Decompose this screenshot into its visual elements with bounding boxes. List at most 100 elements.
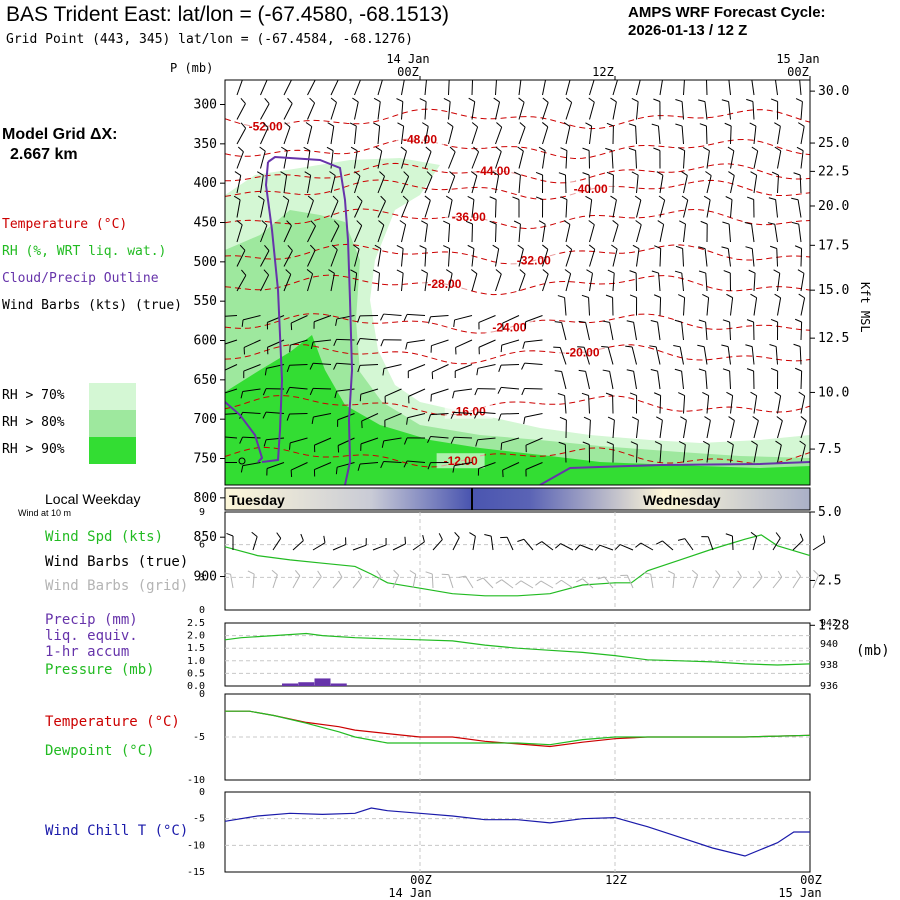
wind-barb: [559, 416, 567, 439]
barb-staff: [377, 80, 383, 96]
barb-staff: [565, 249, 573, 267]
barb-flag: [725, 533, 733, 537]
barb-staff: [495, 126, 503, 145]
barb-staff: [290, 462, 308, 471]
wind-barb: [565, 244, 573, 267]
barb-flag: [289, 442, 291, 450]
barb-staff: [336, 462, 355, 468]
wind-barb: [586, 269, 593, 292]
barb-staff: [477, 411, 496, 414]
barb-flag: [335, 318, 338, 326]
legend-rh80-swatch: [89, 410, 136, 437]
wind-barb: [493, 97, 501, 120]
wind-barb: [430, 388, 449, 402]
precip-label-1: Precip (mm): [45, 612, 138, 628]
barb-staff: [730, 444, 734, 463]
wind-barb-grid: [372, 570, 382, 589]
barb-flag: [748, 269, 756, 274]
barb-staff: [283, 80, 293, 96]
pressure-tick-label: 942: [820, 618, 838, 629]
barb-flag: [774, 293, 781, 299]
barb-staff: [289, 364, 308, 366]
wind-barb: [698, 368, 708, 390]
barb-flag: [799, 440, 806, 446]
wind-barb-true: [484, 533, 494, 551]
wind-barb-true: [614, 544, 634, 551]
barb-flag: [769, 245, 777, 249]
barb-staff: [313, 315, 332, 323]
barb-staff: [424, 101, 427, 120]
barb-staff: [383, 437, 402, 442]
barb-staff: [424, 273, 428, 292]
barb-staff: [359, 364, 379, 366]
wind-barb: [313, 437, 332, 453]
barb-staff: [283, 225, 292, 243]
wind-barb-grid: [576, 578, 594, 589]
barb-staff: [465, 575, 474, 589]
barb-flag: [380, 339, 384, 347]
wind-barb-grid: [312, 570, 322, 589]
barb-staff: [659, 420, 663, 439]
barb-flag: [287, 74, 292, 79]
wind-barb: [675, 99, 684, 120]
barb-flag: [422, 534, 425, 542]
temperature-contour: [225, 243, 810, 265]
barb-flag: [750, 293, 757, 299]
top-time-label: 00Z: [397, 65, 419, 79]
wind-barb: [489, 220, 497, 243]
barb-staff: [542, 249, 549, 267]
barb-flag: [280, 171, 287, 176]
barb-flag: [352, 97, 359, 103]
barb-staff: [658, 273, 661, 292]
wind-barb: [225, 364, 238, 371]
barb-staff: [657, 126, 661, 145]
barb-staff: [495, 273, 502, 292]
wind-barb: [401, 171, 410, 194]
barb-staff: [800, 273, 805, 292]
wind-barb: [560, 147, 568, 169]
barb-flag: [675, 245, 683, 249]
temperature-contour-label: -12.00: [444, 454, 478, 468]
wind-barb: [310, 339, 332, 349]
barb-staff: [424, 151, 432, 169]
precip-bar: [298, 682, 315, 686]
wind-barb-grid: [535, 580, 554, 589]
wind-barb: [286, 364, 308, 373]
barb-staff: [542, 126, 549, 145]
barb-flag: [443, 98, 451, 103]
wind-speed-panel: 0 3 6 9: [199, 507, 826, 616]
barb-staff: [524, 413, 543, 418]
barb-staff: [448, 199, 453, 218]
wind-barb: [286, 413, 308, 421]
wind-barb: [283, 122, 291, 145]
wind-barb: [751, 80, 755, 96]
barb-flag: [629, 270, 637, 274]
barb-flag: [426, 171, 433, 177]
barb-staff: [518, 224, 521, 243]
barb-flag: [517, 244, 524, 250]
wind-barb: [400, 146, 407, 169]
wind-barb: [750, 293, 758, 316]
barb-flag: [540, 74, 546, 78]
wind-barb: [419, 245, 427, 267]
wind-barb: [703, 146, 710, 169]
barb-flag: [726, 391, 733, 397]
barb-flag: [241, 319, 244, 327]
barb-staff: [502, 462, 520, 471]
barb-staff: [424, 126, 429, 145]
wind-barb: [337, 413, 355, 427]
barb-staff: [352, 576, 363, 589]
barb-flag: [775, 532, 781, 539]
barb-flag: [474, 411, 479, 419]
wind-barb: [498, 413, 520, 421]
barb-flag: [611, 244, 618, 250]
barb-flag: [350, 269, 357, 274]
wind-barb: [557, 393, 567, 414]
wind-barb: [384, 413, 402, 428]
barb-staff: [225, 436, 238, 439]
wind-barb: [793, 172, 802, 194]
barb-staff: [636, 101, 639, 120]
barb-staff: [636, 248, 640, 267]
wind-barb: [260, 122, 269, 145]
wind-barb: [290, 462, 308, 478]
